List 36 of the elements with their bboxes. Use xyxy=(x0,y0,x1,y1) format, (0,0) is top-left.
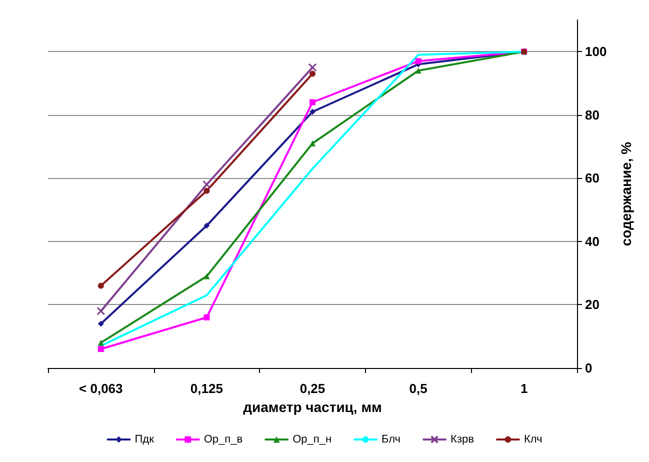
point xyxy=(204,273,210,280)
x-tick-label: 0,125 xyxy=(190,381,223,396)
point xyxy=(310,99,316,106)
x-tick-label: 0,5 xyxy=(409,381,428,396)
legend-label: Кзрв xyxy=(450,434,474,446)
x-tick-label: 1 xyxy=(520,381,528,396)
point xyxy=(204,222,210,229)
legend-label: Клч xyxy=(524,434,542,446)
x-tick-label: < 0,063 xyxy=(79,381,123,396)
y-tick-label: 40 xyxy=(585,234,600,249)
x-tick-label: 0,25 xyxy=(300,381,326,396)
y-tick-label: 80 xyxy=(585,107,600,122)
point xyxy=(310,108,316,115)
point xyxy=(415,68,422,74)
x-axis-title: диаметр частиц, мм xyxy=(243,398,382,415)
y-tick-label: 60 xyxy=(585,170,600,186)
y-tick-label: 0 xyxy=(585,360,592,376)
y-tick-label: 20 xyxy=(585,297,600,312)
point xyxy=(98,346,104,352)
legend-label: Блч xyxy=(382,434,401,446)
point xyxy=(415,58,422,64)
y-tick-label: 100 xyxy=(585,44,607,60)
legend-label: Пдк xyxy=(134,434,154,446)
point xyxy=(98,282,104,289)
legend-label: Ор_п_н xyxy=(292,434,332,446)
y-axis-title: содержание, % xyxy=(618,141,634,246)
point xyxy=(204,188,210,194)
point xyxy=(308,63,317,72)
point xyxy=(310,70,316,77)
legend-label: Ор_п_в xyxy=(204,434,243,446)
point xyxy=(98,340,104,346)
point xyxy=(204,314,210,320)
point xyxy=(310,140,316,146)
point xyxy=(98,320,104,327)
point xyxy=(96,306,106,316)
point xyxy=(202,180,211,189)
